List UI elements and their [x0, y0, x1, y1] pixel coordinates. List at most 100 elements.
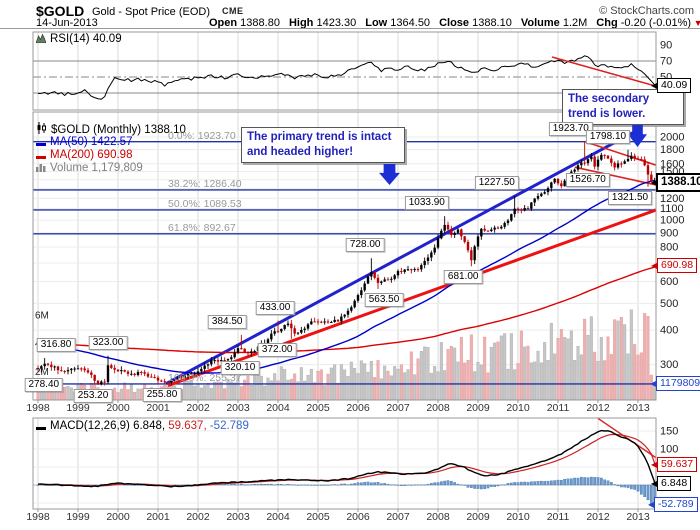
macd-histogram-bar	[299, 484, 303, 486]
candle-body	[40, 366, 43, 369]
volume-bar	[193, 385, 197, 400]
rsi-tick-label: 70	[660, 56, 672, 68]
macd-histogram-bar	[583, 477, 587, 486]
volume-bar	[586, 334, 590, 400]
macd-histogram-bar	[249, 484, 253, 486]
macd-histogram-bar	[343, 483, 347, 486]
candle-body	[383, 279, 386, 282]
macd-histogram-bar	[379, 483, 383, 486]
candle-body	[626, 158, 630, 162]
macd-histogram-bar	[399, 484, 403, 486]
macd-histogram-bar	[563, 478, 567, 486]
volume-bar	[639, 352, 643, 400]
panel-border	[32, 111, 657, 401]
candle-body	[103, 381, 106, 383]
macd-histogram-bar	[413, 484, 417, 486]
candle-body	[483, 228, 486, 231]
macd-histogram-bar	[446, 480, 450, 486]
candle-body	[83, 368, 86, 371]
candle-body	[113, 367, 116, 370]
macd-histogram-bar	[599, 477, 603, 486]
macd-histogram-bar	[296, 484, 300, 486]
volume-bar	[476, 362, 480, 400]
volume-bar	[549, 323, 553, 400]
year-label: 2013	[626, 511, 650, 523]
quote-label: High	[288, 17, 314, 29]
price-callout: 278.40	[24, 377, 64, 392]
macd-histogram-bar	[529, 481, 533, 486]
price-callout: 728.00	[345, 238, 385, 253]
macd-histogram-bar	[596, 477, 600, 486]
candle-body	[526, 208, 530, 210]
annotation-primary-trend: The primary trend is intact and headed h…	[241, 127, 405, 163]
macd-histogram-bar	[359, 482, 363, 486]
candle-body	[476, 236, 480, 247]
macd-histogram-bar	[639, 484, 643, 495]
macd-histogram-bar	[419, 484, 423, 486]
candle-body	[220, 360, 223, 362]
candle-body	[390, 278, 393, 280]
candle-body	[100, 381, 103, 385]
candle-body	[410, 269, 413, 271]
year-label: 1998	[26, 511, 50, 523]
volume-bar	[619, 317, 623, 400]
volume-bar	[473, 371, 477, 400]
candle-body	[340, 316, 343, 322]
fib-label: 100.0%: 255.37	[168, 372, 242, 385]
macd-signal-legend-label: 59.637,	[168, 420, 207, 432]
candle-body	[646, 165, 650, 175]
macd-histogram-bar	[123, 484, 127, 486]
volume-bar	[453, 347, 457, 400]
macd-histogram-bar	[349, 483, 353, 486]
macd-histogram-bar	[476, 484, 480, 489]
candle-body	[296, 332, 300, 334]
macd-histogram-bar	[613, 484, 617, 486]
candle-body	[500, 226, 503, 229]
candle-body	[516, 208, 520, 210]
year-label: 2001	[146, 511, 170, 523]
volume-bar	[136, 388, 140, 400]
volume-bar	[613, 319, 617, 400]
price-callout: 372.00	[257, 342, 297, 357]
volume-bar	[469, 334, 473, 400]
candle-body	[346, 310, 350, 315]
macd-histogram-bar	[316, 484, 320, 486]
candle-body	[460, 229, 463, 237]
year-label: 2005	[306, 402, 330, 414]
candle-body	[223, 360, 226, 362]
year-label: 2011	[547, 511, 570, 523]
volume-bar	[263, 385, 267, 400]
candle-body	[246, 352, 250, 354]
candle-body	[123, 370, 126, 372]
candle-body	[170, 380, 173, 383]
candle-body	[556, 178, 560, 184]
candle-body	[363, 283, 366, 291]
volume-bar	[636, 354, 640, 400]
year-label: 2008	[426, 402, 450, 414]
candle-body	[356, 295, 360, 301]
year-label: 2007	[386, 402, 410, 414]
candle-body	[446, 224, 450, 230]
macd-histogram-bar	[129, 484, 133, 486]
volume-bar	[46, 391, 50, 400]
macd-histogram-bar	[509, 482, 513, 486]
macd-histogram-bar	[546, 480, 550, 486]
ma200-legend-label: MA(200) 690.98	[50, 149, 133, 161]
volume-bar	[536, 350, 540, 400]
macd-histogram-bar	[339, 483, 343, 486]
candle-body	[630, 155, 633, 159]
year-label: 2008	[426, 511, 450, 523]
price-tick-label: 2000	[660, 132, 684, 144]
macd-histogram-bar	[376, 482, 380, 486]
volume-bar	[336, 382, 340, 400]
symbol-name: Gold - Spot Price (EOD)	[92, 6, 210, 18]
year-label: 2009	[466, 402, 490, 414]
candle-body	[236, 348, 240, 353]
macd-histogram-bar	[363, 482, 367, 486]
macd-histogram-bar	[239, 483, 243, 486]
macd-histogram-bar	[486, 484, 490, 489]
volume-bar	[426, 347, 430, 400]
candle-body	[276, 331, 280, 333]
year-label: 1999	[66, 511, 90, 523]
